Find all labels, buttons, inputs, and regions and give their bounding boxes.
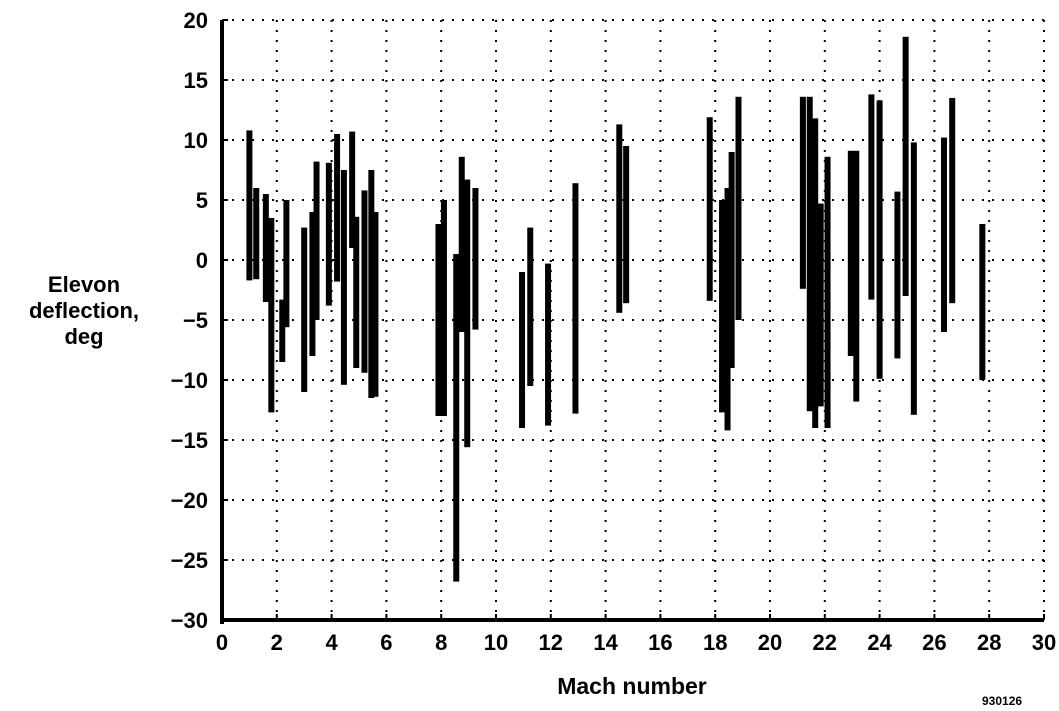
range-bar (253, 188, 260, 280)
x-tick-label: 20 (758, 630, 782, 655)
range-bar (464, 179, 471, 448)
range-bars (246, 36, 986, 582)
figure-id: 930126 (982, 694, 1023, 708)
range-bar (812, 118, 819, 429)
range-bar (246, 130, 253, 281)
range-bar (868, 94, 875, 300)
y-tick-label: −25 (171, 548, 208, 573)
range-bar (279, 299, 286, 362)
x-tick-label: 18 (703, 630, 727, 655)
range-bar (949, 98, 956, 304)
x-tick-label: 6 (380, 630, 392, 655)
range-bar (283, 200, 290, 328)
x-tick-label: 24 (867, 630, 892, 655)
x-tick-label: 30 (1032, 630, 1056, 655)
y-tick-label: −30 (171, 608, 208, 633)
y-tick-label: −5 (183, 308, 208, 333)
x-tick-label: 22 (813, 630, 837, 655)
range-bar (519, 272, 526, 428)
axes (220, 19, 1045, 624)
range-bar (325, 162, 332, 306)
x-tick-label: 2 (271, 630, 283, 655)
range-bar (719, 200, 726, 413)
y-tick-label: 10 (184, 128, 208, 153)
x-tick-label: 28 (977, 630, 1001, 655)
range-bar (979, 224, 986, 380)
range-bar (799, 96, 806, 289)
y-axis-title: Elevon deflection, deg (4, 272, 164, 350)
range-bar (353, 216, 360, 368)
range-bar (334, 134, 341, 282)
range-bar (545, 263, 552, 426)
range-bar (349, 131, 356, 248)
x-axis-title: Mach number (557, 673, 707, 699)
y-tick-label: 15 (184, 68, 208, 93)
y-tick-label: 0 (196, 248, 208, 273)
x-tick-label: 10 (484, 630, 508, 655)
y-tick-label: 20 (184, 8, 208, 33)
x-tick-label: 4 (325, 630, 338, 655)
y-axis-title-line-3: deg (64, 324, 104, 349)
range-bar (735, 96, 742, 320)
x-tick-label: 8 (435, 630, 447, 655)
range-bar (724, 188, 731, 431)
range-bar (458, 156, 465, 332)
range-bar (728, 152, 735, 368)
range-bar (268, 218, 275, 413)
range-bar (368, 170, 375, 398)
range-bar (435, 224, 442, 416)
y-tick-label: −15 (171, 428, 208, 453)
range-bar (472, 188, 479, 330)
range-bar (309, 212, 316, 356)
range-bar (806, 96, 813, 412)
x-tick-label: 26 (922, 630, 946, 655)
y-tick-label: −20 (171, 488, 208, 513)
range-bar (361, 190, 368, 373)
range-bar (372, 212, 379, 397)
range-bar (262, 194, 269, 302)
x-tick-labels: 0 2 4 6 8 10 12 14 16 18 20 22 24 26 28 30 (216, 630, 1056, 655)
range-bar (853, 150, 860, 402)
range-bar (876, 100, 883, 379)
range-bar (616, 124, 623, 313)
range-bar (453, 254, 460, 582)
range-bar (527, 227, 534, 386)
range-bar (910, 142, 917, 415)
x-tick-label: 14 (593, 630, 618, 655)
x-tick-label: 0 (216, 630, 228, 655)
range-bar (847, 150, 854, 356)
range-bar (824, 156, 831, 429)
y-tick-labels: 20 15 10 5 0 −5 −10 −15 −20 −25 −30 (171, 8, 208, 633)
range-bar (340, 170, 347, 385)
range-bar (572, 183, 579, 414)
range-bar (902, 36, 909, 297)
range-bar (894, 191, 901, 359)
range-bar (440, 200, 447, 416)
y-axis-title-line-1: Elevon (47, 272, 121, 297)
range-bar (706, 117, 713, 301)
y-axis-title-line-2: deflection, (28, 298, 139, 323)
y-tick-label: 5 (196, 188, 208, 213)
range-bar (817, 203, 824, 407)
range-bar (940, 137, 947, 332)
range-bar (301, 227, 308, 392)
y-tick-label: −10 (171, 368, 208, 393)
range-bar (313, 161, 320, 320)
range-bar (623, 146, 630, 304)
x-tick-label: 16 (648, 630, 672, 655)
x-tick-label: 12 (539, 630, 563, 655)
